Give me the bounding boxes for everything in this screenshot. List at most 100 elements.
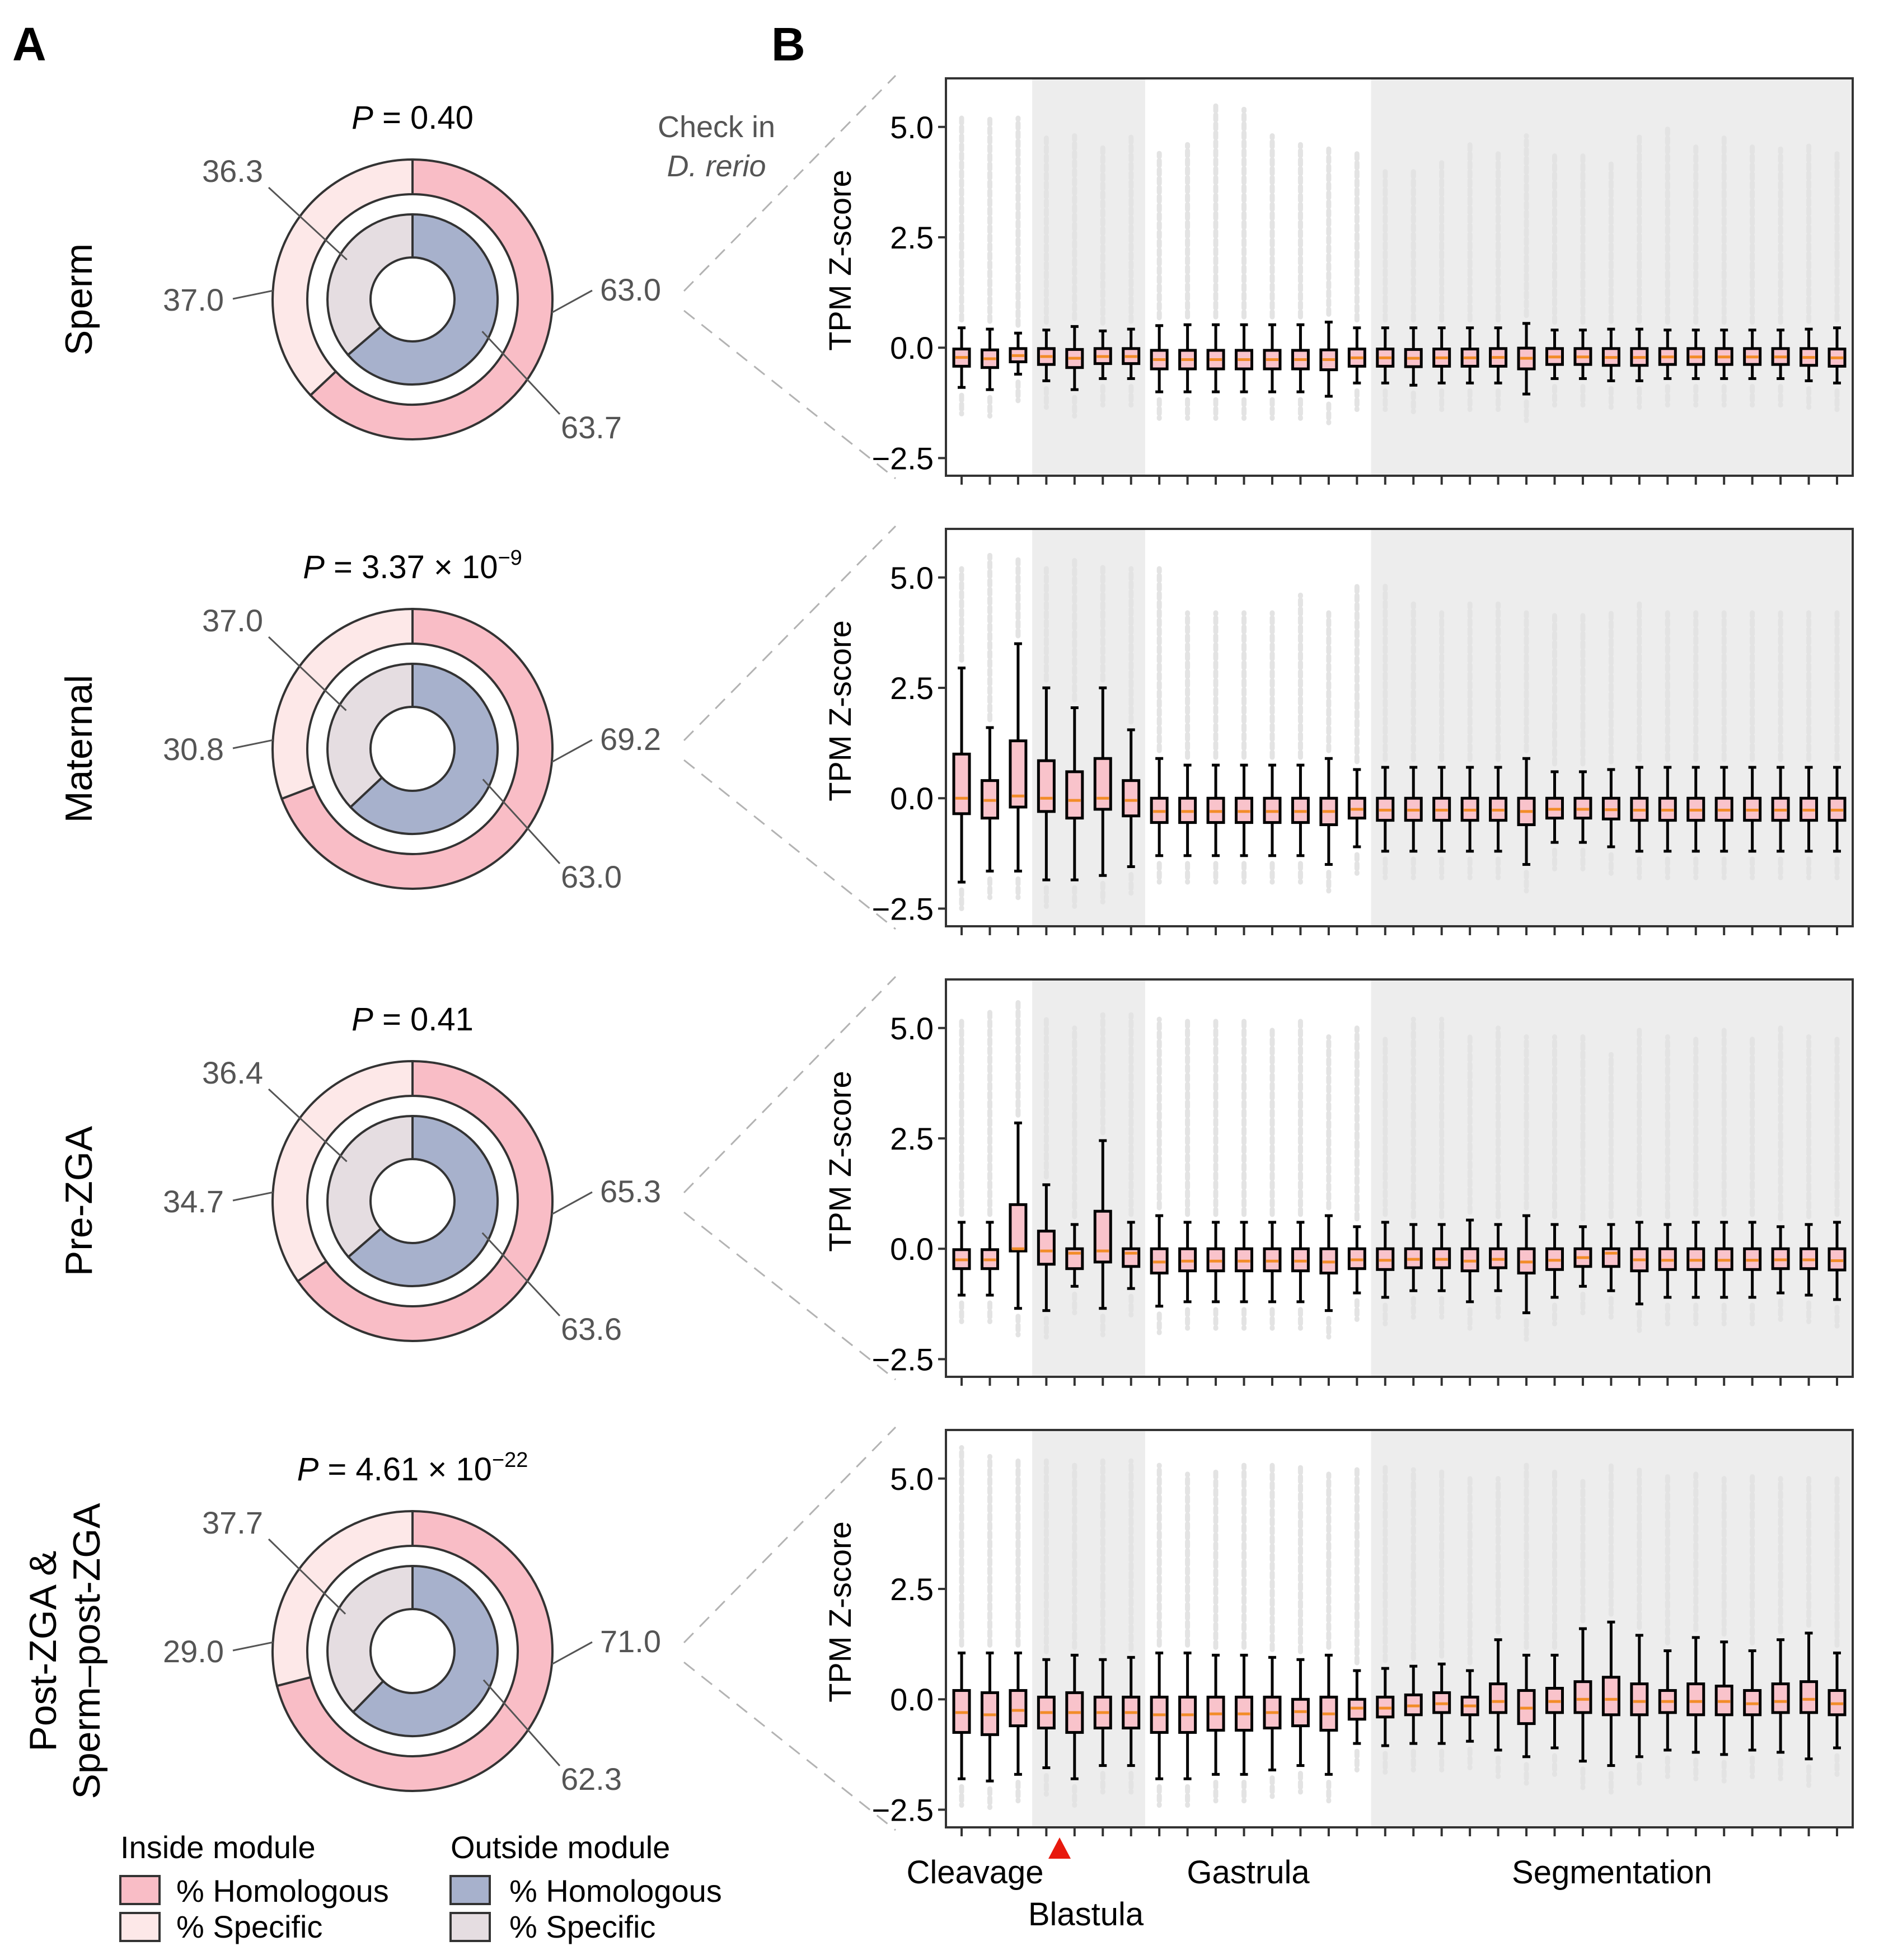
box-iqr [1800, 1680, 1819, 1714]
box-stage-21 [1517, 322, 1536, 396]
inner-ring-specific [326, 1564, 414, 1714]
zoom-note-line1: Check in [658, 110, 775, 144]
outer-ring-specific [271, 1059, 414, 1283]
y-tick-label: 2.5 [890, 670, 934, 706]
box-stage-8 [1150, 757, 1169, 857]
value-inner-homologous: 63.7 [561, 410, 622, 445]
value-inner-homologous: 63.6 [561, 1311, 622, 1347]
box-iqr [1093, 757, 1112, 811]
box-stage-24 [1601, 1620, 1620, 1767]
box-stage-8 [1150, 1214, 1169, 1308]
box-stage-13 [1291, 323, 1310, 393]
box-stage-2 [980, 726, 999, 873]
box-stage-25 [1630, 1634, 1649, 1759]
box-stage-15 [1347, 1225, 1366, 1295]
leader-outer-specific [232, 289, 273, 300]
box-stage-27 [1686, 766, 1705, 853]
inner-ring-specific [326, 213, 414, 357]
box-stage-15 [1347, 326, 1366, 385]
y-tick-label: 5.0 [890, 1461, 934, 1497]
boxplot-panel-3: −2.5 0.0 2.5 5.0 TPM Z-score [822, 978, 1854, 1386]
box-stage-8 [1150, 1651, 1169, 1780]
box-stage-6 [1093, 329, 1112, 380]
legend-outside-title: Outside module [451, 1830, 670, 1865]
plot-frame [945, 77, 1854, 477]
zoom-connector-lower [683, 1661, 896, 1831]
legend-label-inside-specific: % Specific [176, 1909, 322, 1944]
p-value-exponent: −22 [492, 1448, 528, 1472]
box-stage-13 [1291, 763, 1310, 857]
box-iqr [1573, 1680, 1592, 1714]
zga-marker-triangle [1048, 1837, 1071, 1859]
box-iqr [1093, 1209, 1112, 1264]
leader-inner-homologous [481, 1232, 561, 1317]
outer-ring-homologous [280, 607, 554, 890]
p-value-symbol: P [352, 100, 373, 136]
legend-inside-title: Inside module [120, 1830, 316, 1865]
box-stage-3 [1009, 1121, 1028, 1310]
box-stage-20 [1489, 766, 1508, 853]
box-stage-22 [1545, 770, 1564, 844]
legend-swatch-inside-specific [119, 1912, 161, 1942]
box-stage-19 [1460, 1218, 1479, 1303]
box-stage-31 [1800, 766, 1819, 853]
panel-label-a: A [12, 18, 46, 71]
y-tick-label: −2.5 [871, 1342, 934, 1377]
inner-ring-specific [326, 662, 414, 809]
y-axis-label: TPM Z-score [822, 1071, 858, 1252]
zoom-connector-lower [683, 759, 896, 930]
box-stage-5 [1065, 1653, 1084, 1780]
box-iqr [1686, 1682, 1705, 1717]
box-stage-22 [1545, 1653, 1564, 1750]
box-stage-15 [1347, 1669, 1366, 1745]
box-stage-32 [1828, 326, 1847, 385]
box-iqr [1771, 1682, 1790, 1714]
box-stage-7 [1122, 728, 1141, 868]
box-stage-18 [1432, 326, 1451, 385]
box-stage-22 [1545, 1223, 1564, 1299]
leader-inner-homologous [481, 331, 561, 415]
box-stage-13 [1291, 1658, 1310, 1767]
value-outer-specific: 30.8 [163, 732, 224, 767]
leader-inner-specific [268, 186, 348, 261]
p-value-symbol: P [352, 1001, 373, 1038]
box-stage-11 [1235, 1221, 1254, 1303]
box-stage-12 [1263, 763, 1282, 857]
box-stage-17 [1404, 766, 1423, 853]
box-stage-9 [1178, 763, 1197, 857]
stage-label-cleavage: Cleavage [906, 1854, 1043, 1891]
box-stage-23 [1573, 1225, 1592, 1288]
box-stage-28 [1714, 1640, 1733, 1756]
donut-group-3: P = 0.41 Pre-ZGA 65.3 34.7 63.6 36.4 [58, 1001, 661, 1347]
value-inner-homologous: 63.0 [561, 859, 622, 894]
box-stage-1 [952, 1651, 971, 1780]
box-stage-18 [1432, 766, 1451, 853]
p-value-exponent: −9 [498, 546, 522, 570]
box-stage-27 [1686, 1221, 1705, 1299]
donut-group-1: P = 0.40 Sperm 63.0 37.0 63.7 36.3 [58, 100, 661, 445]
box-iqr [1630, 1682, 1649, 1717]
box-stage-19 [1460, 326, 1479, 385]
value-outer-specific: 37.0 [163, 282, 224, 317]
box-stage-31 [1800, 327, 1819, 382]
leader-inner-specific [268, 1088, 348, 1162]
box-stage-2 [980, 1221, 999, 1297]
box-stage-7 [1122, 1221, 1141, 1290]
box-iqr [1009, 1689, 1028, 1728]
zoom-connector-lower [683, 310, 896, 480]
outer-ring-homologous [275, 1509, 554, 1792]
leader-outer-specific [232, 1641, 273, 1652]
y-tick-label: 2.5 [890, 1121, 934, 1156]
box-stage-2 [980, 327, 999, 391]
box-stage-30 [1771, 1638, 1790, 1754]
y-axis-label: TPM Z-score [822, 170, 858, 351]
box-stage-14 [1319, 320, 1338, 398]
box-stage-16 [1376, 1667, 1395, 1747]
value-outer-homologous: 69.2 [600, 721, 661, 757]
box-stage-25 [1630, 1221, 1649, 1306]
box-stage-3 [1009, 1651, 1028, 1776]
box-stage-28 [1714, 766, 1733, 853]
box-stage-20 [1489, 1223, 1508, 1292]
box-iqr [1601, 1676, 1620, 1717]
value-inner-specific: 37.0 [202, 603, 263, 638]
